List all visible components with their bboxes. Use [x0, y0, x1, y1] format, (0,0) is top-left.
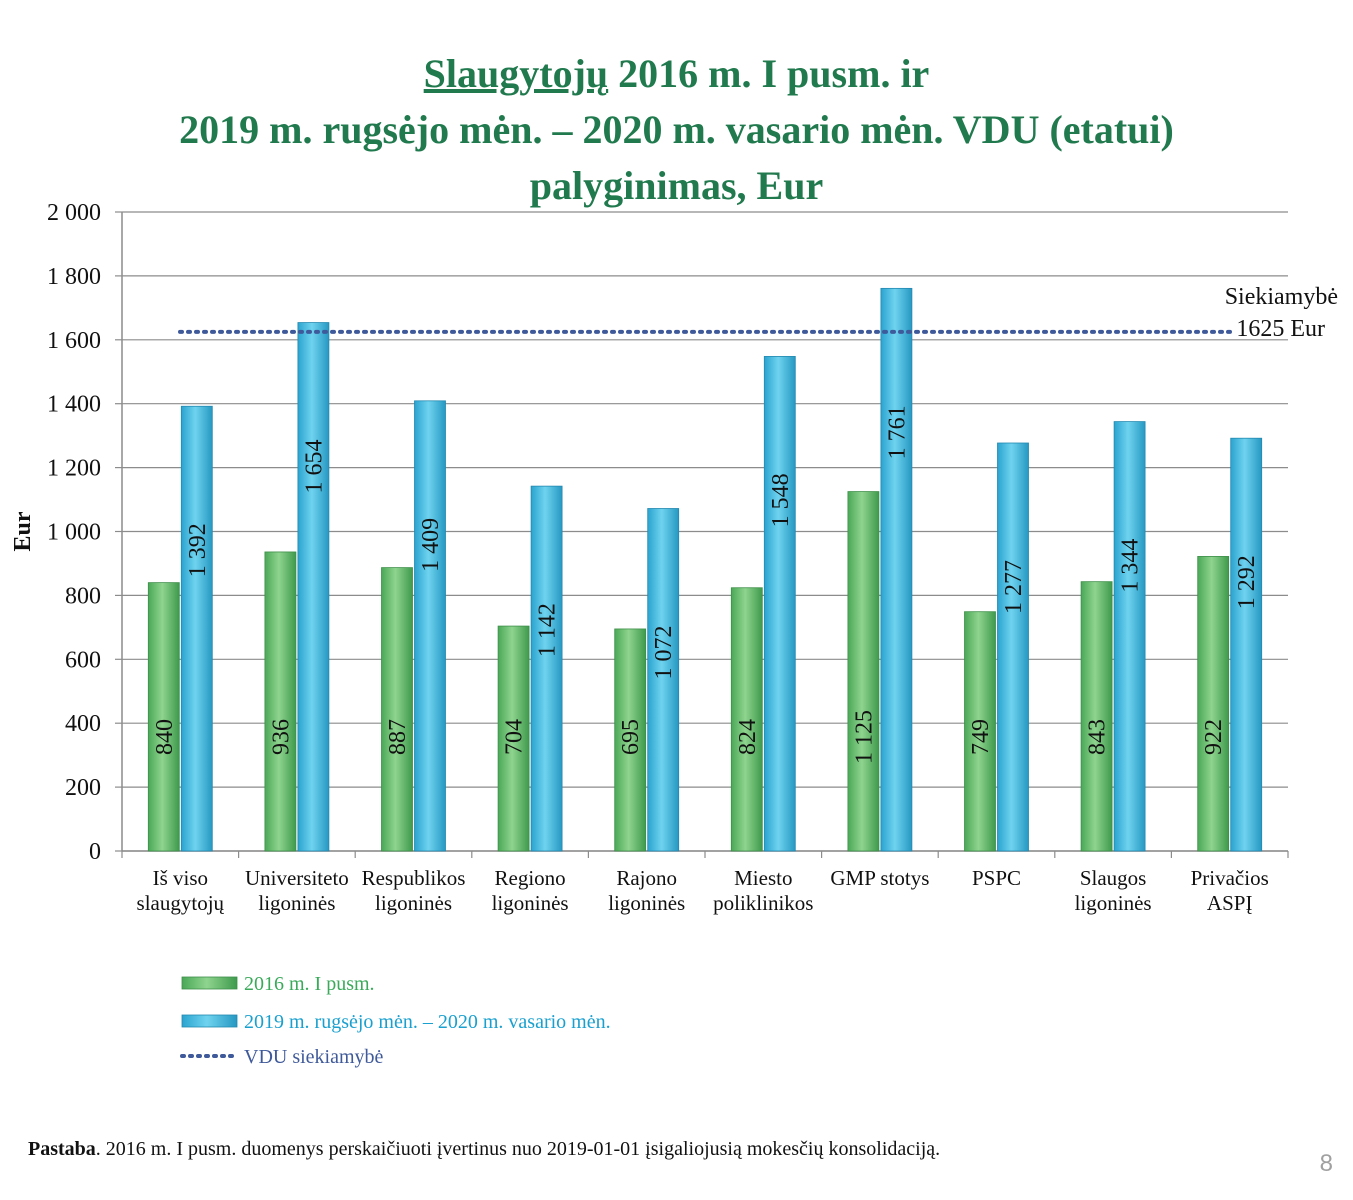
- y-axis-label: Eur: [10, 511, 36, 551]
- y-tick-label: 0: [89, 839, 101, 865]
- target-annotation: Siekiamybė: [1225, 284, 1338, 310]
- x-tick-label: PSPC: [972, 866, 1021, 890]
- data-label: 1 761: [884, 405, 910, 459]
- legend-label: 2016 m. I pusm.: [244, 973, 375, 995]
- data-label: 1 548: [768, 473, 794, 527]
- x-tick-label: slaugytojų: [137, 891, 225, 915]
- data-label: 840: [152, 719, 178, 755]
- data-label: 824: [735, 719, 761, 755]
- bar-green: [847, 491, 880, 852]
- x-tick-label: GMP stotys: [830, 866, 929, 890]
- title-line-1: Slaugytojų 2016 m. I pusm. ir: [0, 46, 1353, 102]
- x-tick-label: poliklinikos: [713, 891, 813, 915]
- data-label: 1 409: [418, 518, 444, 572]
- x-tick-label: ligoninės: [608, 891, 685, 915]
- bar-green: [1080, 581, 1113, 852]
- legend-swatch-blue: [181, 1014, 238, 1028]
- y-tick-label: 800: [65, 583, 101, 609]
- chart-title: Slaugytojų 2016 m. I pusm. ir 2019 m. ru…: [0, 46, 1353, 214]
- data-label: 1 277: [1001, 560, 1027, 614]
- x-tick-label: Iš viso: [153, 866, 208, 890]
- x-tick-label: Respublikos: [362, 866, 466, 890]
- y-tick-label: 1 200: [47, 456, 101, 482]
- y-tick-label: 1 600: [47, 328, 101, 354]
- bar-blue: [1230, 437, 1263, 852]
- bar-green: [497, 625, 530, 852]
- data-label: 887: [385, 719, 411, 755]
- bar-green: [147, 582, 180, 852]
- bar-blue: [647, 508, 680, 852]
- footnote-text: . 2016 m. I pusm. duomenys perskaičiuoti…: [95, 1138, 941, 1160]
- bar-blue: [1113, 421, 1146, 852]
- x-tick-label: Universiteto: [245, 866, 349, 890]
- footnote-bold: Pastaba: [28, 1138, 96, 1160]
- bar-blue: [880, 287, 913, 852]
- bar-green: [614, 628, 647, 852]
- title-line-2: 2019 m. rugsėjo mėn. – 2020 m. vasario m…: [179, 107, 1174, 152]
- bar-blue: [414, 400, 446, 852]
- x-tick-label: ligoninės: [258, 891, 335, 915]
- page-number: 8: [1319, 1150, 1333, 1177]
- x-tick-label: Rajono: [616, 866, 677, 890]
- bar-green: [381, 567, 413, 852]
- y-tick-label: 400: [65, 711, 101, 737]
- data-label: 749: [968, 719, 994, 755]
- y-tick-label: 200: [65, 775, 101, 801]
- bar-green: [264, 551, 297, 852]
- y-tick-label: 1 000: [47, 520, 101, 546]
- title-underlined: Slaugytojų: [423, 51, 609, 96]
- title-line-3: palyginimas, Eur: [529, 163, 824, 208]
- x-tick-label: Privačios: [1191, 866, 1269, 890]
- y-tick-label: 1 400: [47, 392, 101, 418]
- x-tick-label: Miesto: [734, 866, 792, 890]
- data-label: 1 654: [301, 440, 327, 494]
- data-label: 704: [502, 719, 528, 755]
- legend-label: 2019 m. rugsėjo mėn. – 2020 m. vasario m…: [244, 1011, 611, 1033]
- data-label: 843: [1085, 719, 1111, 755]
- data-label: 1 072: [651, 625, 677, 679]
- data-label: 922: [1201, 719, 1227, 755]
- legend-swatch-green: [181, 976, 238, 990]
- y-tick-label: 2 000: [47, 200, 101, 226]
- y-tick-label: 600: [65, 647, 101, 673]
- data-label: 1 344: [1118, 539, 1144, 593]
- data-label: 1 292: [1234, 555, 1260, 609]
- bar-blue: [997, 442, 1029, 852]
- footnote: Pastaba. 2016 m. I pusm. duomenys perska…: [28, 1138, 940, 1161]
- x-tick-label: ligoninės: [375, 891, 452, 915]
- bar-green: [730, 587, 763, 852]
- bar-chart: 0 200 400 600 800 1 000 1 200 1 400 1 600 1 800 2 …: [10, 200, 1338, 1068]
- x-tick-label: ligoninės: [492, 891, 569, 915]
- x-tick-label: Regiono: [495, 866, 566, 890]
- target-annotation: 1625 Eur: [1236, 316, 1325, 342]
- data-label: 1 125: [851, 710, 877, 764]
- bar-blue: [763, 356, 796, 852]
- legend-label: VDU siekiamybė: [244, 1046, 384, 1068]
- data-label: 1 142: [535, 603, 561, 657]
- data-label: 695: [618, 719, 644, 755]
- x-tick-label: ligoninės: [1075, 891, 1152, 915]
- x-tick-label: Slaugos: [1080, 866, 1147, 890]
- data-label: 936: [268, 719, 294, 755]
- data-label: 1 392: [185, 523, 211, 577]
- title-part-2: 2016 m. I pusm. ir: [608, 51, 930, 96]
- bar-green: [964, 611, 996, 852]
- bar-blue: [297, 322, 330, 852]
- bar-green: [1197, 556, 1230, 852]
- y-tick-label: 1 800: [47, 264, 101, 290]
- x-tick-label: ASPĮ: [1207, 891, 1253, 915]
- bar-blue: [180, 405, 213, 852]
- bar-blue: [530, 485, 563, 852]
